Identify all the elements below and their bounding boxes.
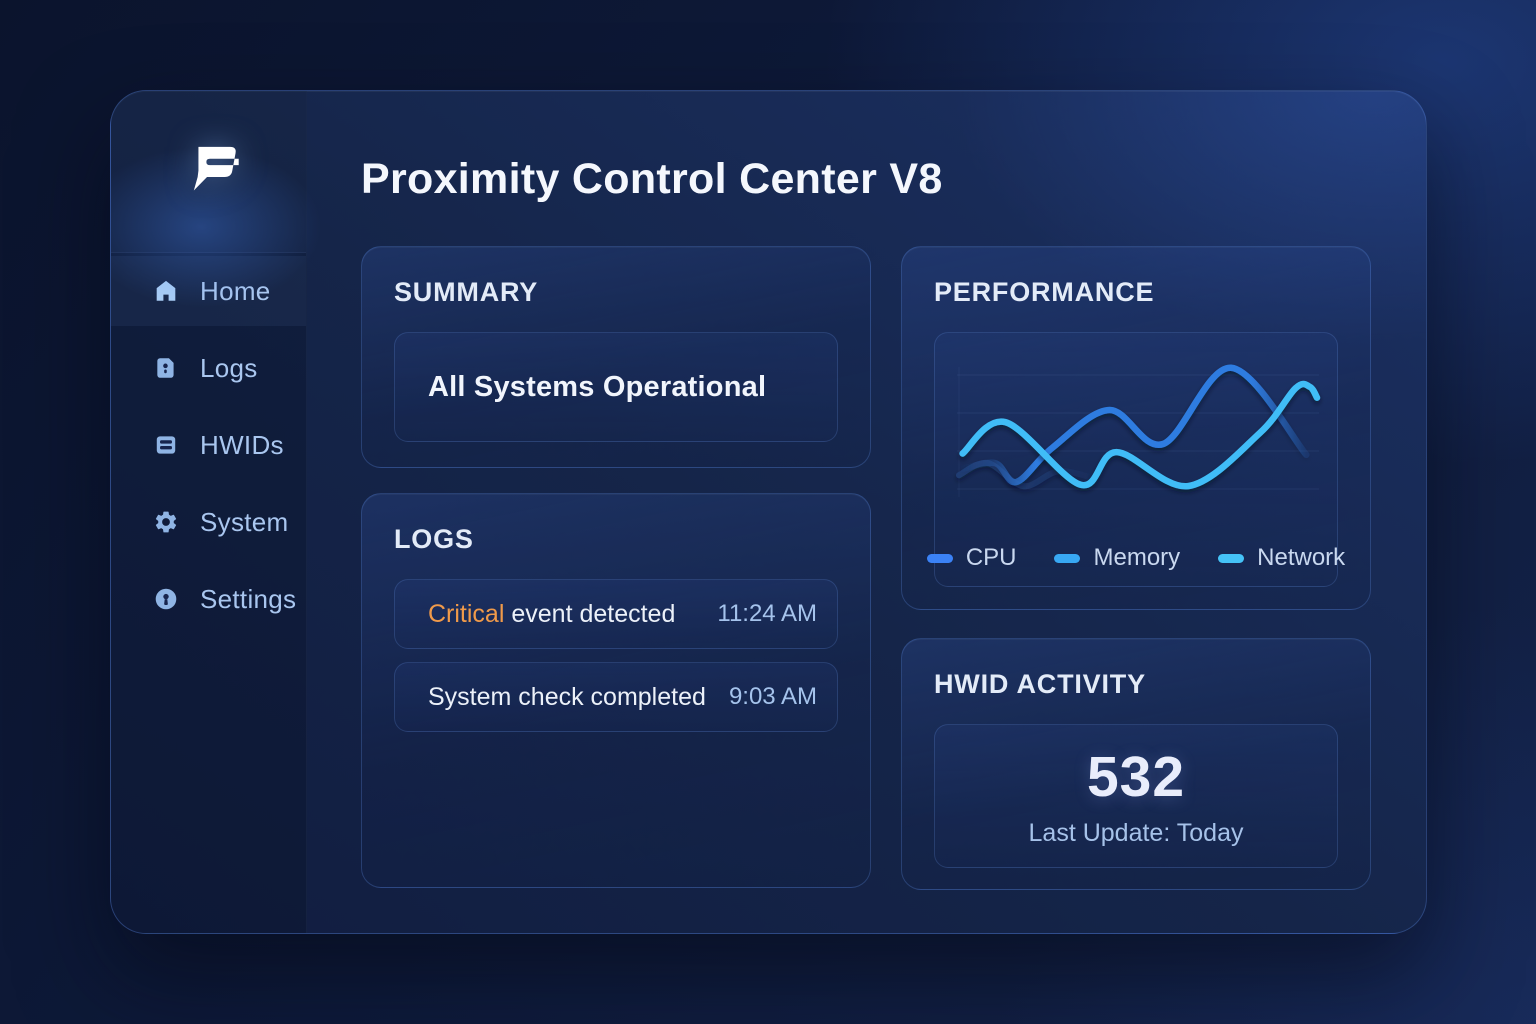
sidebar-item-label: HWIDs [200,429,284,460]
log-time: 9:03 AM [728,683,817,710]
hwid-activity-card: HWID ACTIVITY 532 Last Update: Today [901,638,1371,890]
left-column: SUMMARY All Systems Operational LOGS Cri… [361,246,871,890]
hwid-count: 532 [1086,745,1186,809]
logs-icon [153,355,179,381]
hwid-last-update: Last Update: Today [1028,819,1244,847]
chart-legend: CPU Memory Network [926,544,1345,572]
legend-item-memory[interactable]: Memory [1054,544,1180,572]
performance-chart-panel: CPU Memory Network [926,332,1345,587]
performance-heading: PERFORMANCE [934,277,1155,307]
hwids-icon [153,432,179,458]
logs-heading: LOGS [394,524,474,554]
sidebar-nav: Home Logs HWIDs System Settings [111,253,306,641]
sidebar-item-label: Settings [200,583,297,614]
main-content: Proximity Control Center V8 SUMMARY All … [307,91,1426,933]
log-list: Critical event detected 11:24 AM System ch… [394,579,838,732]
legend-label: CPU [965,544,1017,571]
sidebar: Home Logs HWIDs System Settings [111,91,321,933]
system-status-text: All Systems Operational [428,370,767,403]
legend-label: Network [1257,544,1346,571]
sidebar-item-hwids[interactable]: HWIDs [111,410,306,480]
logo-panel [111,91,321,307]
log-row[interactable]: System check completed 9:03 AM [394,662,838,732]
hwid-heading: HWID ACTIVITY [934,669,1146,699]
system-icon [153,509,179,535]
log-message: Critical event detected [428,599,676,628]
summary-heading: SUMMARY [394,277,539,307]
logs-card: LOGS Critical event detected 11:24 AM Syst… [361,493,871,888]
sidebar-item-settings[interactable]: Settings [111,564,306,634]
summary-status-panel: All Systems Operational [394,332,838,442]
sidebar-item-system[interactable]: System [111,487,306,557]
performance-line-chart [951,347,1321,542]
sidebar-item-label: Logs [200,352,258,383]
proximity-logo [193,146,239,190]
legend-label: Memory [1093,544,1181,571]
sidebar-item-label: System [200,506,289,537]
app-window: Home Logs HWIDs System Settings Proximity Co… [110,90,1427,934]
log-severity: Critical [428,599,505,628]
performance-card: PERFORMANCE CPU Memory Network [901,246,1371,610]
home-icon [153,278,179,304]
summary-card: SUMMARY All Systems Operational [361,246,871,468]
legend-swatch [1054,553,1081,563]
right-column: PERFORMANCE CPU Memory Network HWID ACTIVI… [901,246,1371,890]
sidebar-item-logs[interactable]: Logs [111,333,306,403]
legend-item-cpu[interactable]: CPU [926,544,1017,572]
settings-icon [153,586,179,612]
legend-swatch [926,553,953,563]
legend-item-network[interactable]: Network [1218,544,1345,572]
sidebar-item-home[interactable]: Home [111,256,306,326]
page-title: Proximity Control Center V8 [361,155,943,203]
legend-swatch [1218,553,1245,563]
log-time: 11:24 AM [717,600,817,627]
cards-grid: SUMMARY All Systems Operational LOGS Cri… [361,246,1371,890]
log-message: System check completed [428,682,706,711]
hwid-count-panel: 532 Last Update: Today [934,724,1338,868]
sidebar-item-label: Home [200,275,271,306]
log-row[interactable]: Critical event detected 11:24 AM [394,579,838,649]
